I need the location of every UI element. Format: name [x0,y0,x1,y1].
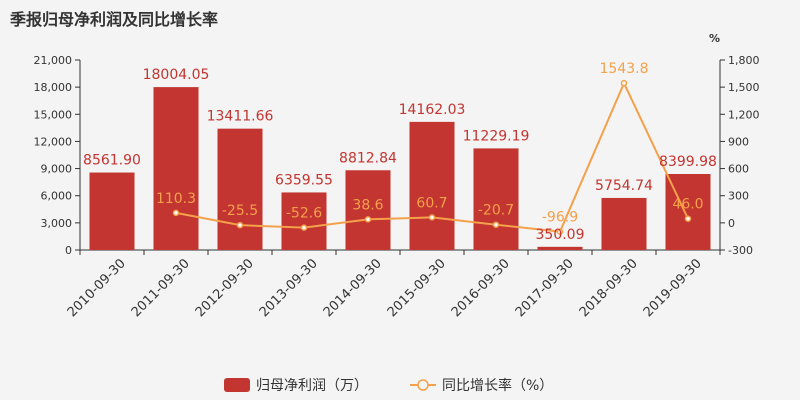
bar-value-label: 8399.98 [659,154,717,170]
legend-bar-swatch [224,378,250,392]
growth-point [620,79,628,87]
y-right-tick-label: 300 [728,190,749,203]
y-right-tick-label: 0 [728,217,735,230]
x-tick-label: 2019-09-30 [641,256,705,320]
bar [409,121,455,251]
y-left-tick-label: 15,000 [34,108,73,121]
legend-line-marker [417,379,429,391]
growth-value-label: -20.7 [478,203,514,219]
y-left-tick-label: 3,000 [41,217,73,230]
x-tick-label: 2015-09-30 [385,256,449,320]
bar-value-label: 8561.90 [83,153,141,169]
bar-value-label: 6359.55 [275,172,333,188]
bar [601,197,647,250]
growth-value-label: -25.5 [222,203,258,219]
y-right-unit-label: % [709,32,720,45]
chart-title: 季报归母净利润及同比增长率 [10,10,219,29]
growth-value-label: 38.6 [352,197,383,213]
growth-value-label: -52.6 [286,206,322,222]
x-tick-label: 2018-09-30 [577,256,641,320]
growth-point [236,221,244,229]
growth-point [364,216,372,223]
growth-point [556,228,564,235]
y-right-tick-label: -300 [728,244,753,257]
bar-value-label: 8812.84 [339,150,397,166]
y-left-tick-label: 18,000 [34,81,73,94]
bar [473,148,519,250]
growth-point [172,209,180,217]
bar [153,87,199,250]
bar-value-label: 11229.19 [463,128,530,144]
bar [281,192,327,250]
growth-value-label: 46.0 [672,197,703,213]
x-tick-label: 2017-09-30 [513,256,577,320]
y-right-tick-label: 1,800 [728,54,760,67]
bar-value-label: 5754.74 [595,178,653,194]
y-right-tick-label: 900 [728,135,749,148]
bar-value-label: 13411.66 [207,109,274,125]
y-right-tick-label: 1,500 [728,81,760,94]
growth-point [300,224,308,231]
x-tick-label: 2016-09-30 [449,256,513,320]
growth-value-label: -96.9 [542,210,578,226]
y-left-tick-label: 21,000 [34,54,73,67]
x-tick-label: 2010-09-30 [65,256,129,320]
bar-value-label: 18004.05 [143,67,210,83]
growth-value-label: 110.3 [156,191,196,207]
x-tick-label: 2013-09-30 [257,256,321,320]
bar [217,128,263,250]
bar [89,172,135,250]
bar [537,246,583,250]
growth-value-label: 1543.8 [600,61,649,77]
growth-point [428,214,436,221]
growth-point [684,215,692,222]
y-left-tick-label: 0 [65,244,72,257]
y-right-tick-label: 1,200 [728,108,760,121]
growth-point [492,221,500,228]
legend-bar-label: 归母净利润（万） [256,377,368,394]
bar [345,170,391,250]
growth-value-label: 60.7 [416,195,447,211]
y-left-tick-label: 12,000 [34,135,73,148]
y-right-tick-label: 600 [728,163,749,176]
y-left-tick-label: 6,000 [41,190,73,203]
x-tick-label: 2012-09-30 [193,256,257,320]
x-tick-label: 2014-09-30 [321,256,385,320]
x-tick-label: 2011-09-30 [129,256,193,320]
bar-value-label: 350.09 [536,227,585,243]
bar-value-label: 14162.03 [399,102,466,118]
legend-line-label: 同比增长率（%） [442,377,553,394]
y-left-tick-label: 9,000 [41,163,73,176]
